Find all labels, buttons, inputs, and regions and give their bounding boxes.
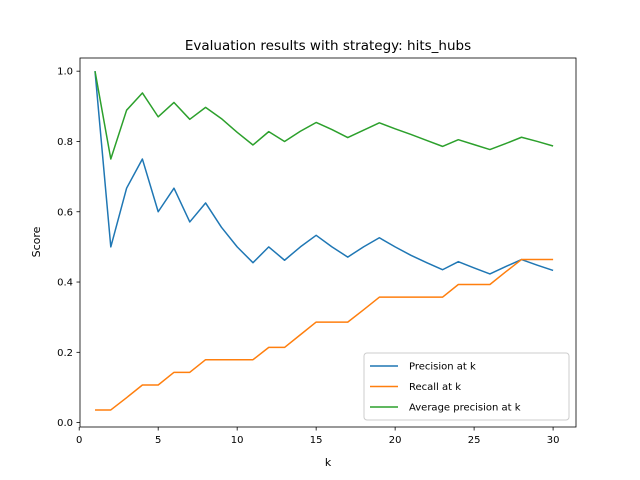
legend: Precision at k Recall at k Average precisi… xyxy=(363,352,570,421)
x-tick-label: 30 xyxy=(547,435,560,446)
y-tick-label: 0.6 xyxy=(57,207,73,218)
y-tick-label: 0.8 xyxy=(57,137,73,148)
y-tick-label: 1.0 xyxy=(57,67,73,78)
x-tick-label: 10 xyxy=(231,435,244,446)
x-axis-label: k xyxy=(325,456,332,469)
x-tick-label: 15 xyxy=(310,435,323,446)
series-line-average-precision-at-k xyxy=(94,71,554,160)
x-tick-label: 20 xyxy=(389,435,402,446)
x-axis: 0 5 10 15 20 25 30 xyxy=(76,427,559,446)
x-tick-label: 25 xyxy=(468,435,481,446)
series-line-precision-at-k xyxy=(94,71,554,275)
y-tick-label: 0.0 xyxy=(57,418,73,429)
y-tick-label: 0.2 xyxy=(57,348,73,359)
y-tick-label: 0.4 xyxy=(57,278,73,289)
x-tick-label: 5 xyxy=(155,435,161,446)
series-line-recall-at-k xyxy=(95,258,554,411)
y-axis-label: Score xyxy=(30,226,43,257)
series-layer xyxy=(94,71,554,411)
legend-label-average-precision-at-k: Average precision at k xyxy=(409,403,521,414)
chart-title: Evaluation results with strategy: hits_h… xyxy=(185,38,471,54)
legend-label-precision-at-k: Precision at k xyxy=(409,362,476,373)
legend-label-recall-at-k: Recall at k xyxy=(409,382,461,393)
y-axis: 0.0 0.2 0.4 0.6 0.8 1.0 xyxy=(57,67,80,429)
x-tick-label: 0 xyxy=(76,435,82,446)
legend-box xyxy=(363,352,570,421)
